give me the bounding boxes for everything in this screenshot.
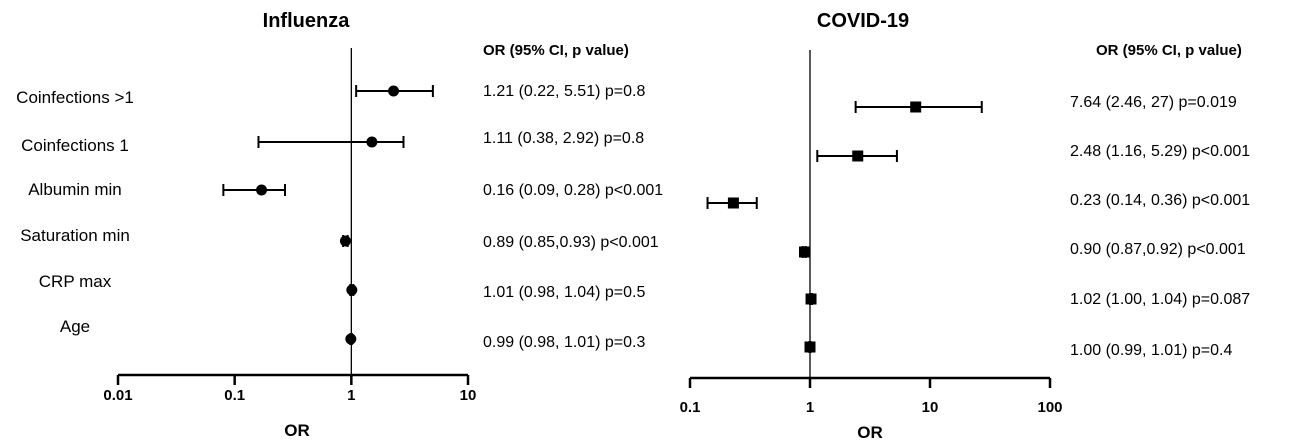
influenza-or-point <box>339 235 351 247</box>
covid-x-tick-label: 1 <box>806 399 814 416</box>
influenza-or-annotation: 1.01 (0.98, 1.04) p=0.5 <box>483 284 645 301</box>
covid-x-tick-label: 10 <box>922 399 939 416</box>
influenza-or-annotation: 1.21 (0.22, 5.51) p=0.8 <box>483 83 645 100</box>
covid-x-tick-label: 100 <box>1037 399 1062 416</box>
influenza-title: Influenza <box>263 10 351 32</box>
influenza-row-label: Coinfections 1 <box>21 136 129 155</box>
influenza-or-annotation: 0.89 (0.85,0.93) p<0.001 <box>483 234 659 251</box>
influenza-x-tick-label: 10 <box>460 387 477 404</box>
covid-or-point <box>852 150 864 162</box>
covid-annotation-header: OR (95% CI, p value) <box>1096 42 1242 59</box>
covid-or-annotation: 7.64 (2.46, 27) p=0.019 <box>1070 94 1237 111</box>
influenza-row-label: CRP max <box>39 272 112 291</box>
influenza-plot-area: 0.01 0.1 1 10 Coinfections >1 1.21 (0.22, 5.5… <box>16 48 663 404</box>
covid-or-annotation: 1.02 (1.00, 1.04) p=0.087 <box>1070 291 1250 308</box>
covid-or-annotation: 2.48 (1.16, 5.29) p<0.001 <box>1070 143 1250 160</box>
influenza-x-tick-label: 1 <box>347 387 355 404</box>
influenza-or-annotation: 1.11 (0.38, 2.92) p=0.8 <box>483 130 644 147</box>
covid-or-point <box>910 101 922 113</box>
influenza-or-annotation: 0.99 (0.98, 1.01) p=0.3 <box>483 334 645 351</box>
influenza-row-label: Age <box>60 317 90 336</box>
covid-or-annotation: 0.90 (0.87,0.92) p<0.001 <box>1070 241 1246 258</box>
influenza-row-label: Coinfections >1 <box>16 88 134 107</box>
covid-or-point <box>805 293 817 305</box>
influenza-x-axis-label: OR <box>284 421 310 440</box>
covid-x-tick-label: 0.1 <box>680 399 701 416</box>
influenza-row-label: Saturation min <box>20 226 130 245</box>
covid-plot-area: 0.1 1 10 100 7.64 (2.46, 27) p=0.019 2.48 (1.… <box>680 50 1250 416</box>
covid-or-annotation: 0.23 (0.14, 0.36) p<0.001 <box>1070 192 1250 209</box>
influenza-annotation-header: OR (95% CI, p value) <box>483 42 629 59</box>
covid-or-point <box>727 197 739 209</box>
covid-title: COVID-19 <box>817 10 909 32</box>
influenza-or-annotation: 0.16 (0.09, 0.28) p<0.001 <box>483 182 663 199</box>
influenza-or-point <box>388 85 400 97</box>
influenza-x-tick-label: 0.1 <box>224 387 245 404</box>
influenza-or-point <box>366 136 378 148</box>
influenza-row-label: Albumin min <box>28 180 122 199</box>
covid-or-annotation: 1.00 (0.99, 1.01) p=0.4 <box>1070 342 1232 359</box>
influenza-x-tick-label: 0.01 <box>103 387 132 404</box>
covid-x-axis-label: OR <box>857 423 883 442</box>
influenza-or-point <box>346 284 358 296</box>
covid-or-point <box>799 246 811 258</box>
influenza-or-point <box>345 333 357 345</box>
covid-or-point <box>804 341 816 353</box>
influenza-or-point <box>256 184 268 196</box>
